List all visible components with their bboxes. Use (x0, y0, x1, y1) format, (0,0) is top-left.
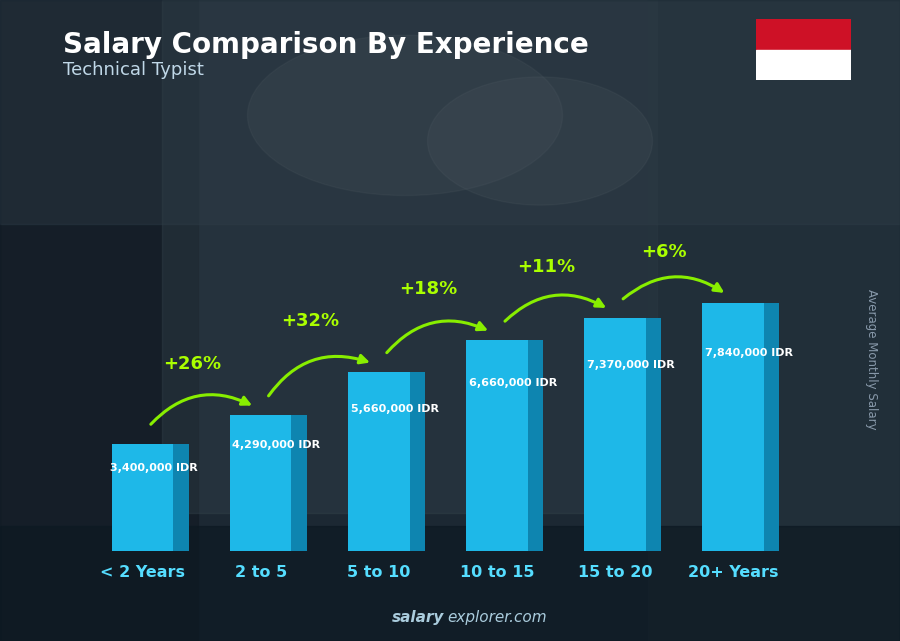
Bar (0, 526, 900, 641)
Bar (0, 0, 198, 641)
Polygon shape (527, 340, 543, 551)
Polygon shape (645, 318, 661, 551)
Text: 3,400,000 IDR: 3,400,000 IDR (110, 463, 197, 473)
Polygon shape (466, 340, 527, 551)
FancyArrowPatch shape (623, 277, 722, 299)
Text: 4,290,000 IDR: 4,290,000 IDR (232, 440, 320, 450)
Text: 7,840,000 IDR: 7,840,000 IDR (705, 348, 793, 358)
Bar (0, 0, 900, 224)
Polygon shape (410, 372, 425, 551)
Text: Salary Comparison By Experience: Salary Comparison By Experience (63, 31, 589, 59)
Polygon shape (348, 372, 410, 551)
Text: +18%: +18% (400, 280, 457, 298)
FancyArrowPatch shape (387, 321, 485, 353)
Polygon shape (292, 415, 307, 551)
Text: Average Monthly Salary: Average Monthly Salary (865, 288, 878, 429)
Text: 6,660,000 IDR: 6,660,000 IDR (469, 378, 557, 388)
Bar (756, 50, 850, 80)
Polygon shape (174, 444, 189, 551)
Bar (648, 0, 900, 641)
Text: +26%: +26% (163, 355, 221, 373)
FancyArrowPatch shape (505, 295, 603, 321)
Text: +11%: +11% (518, 258, 575, 276)
Text: Technical Typist: Technical Typist (63, 61, 204, 79)
Ellipse shape (428, 77, 652, 205)
Polygon shape (584, 318, 645, 551)
Text: 7,370,000 IDR: 7,370,000 IDR (587, 360, 674, 370)
Polygon shape (230, 415, 292, 551)
Text: explorer.com: explorer.com (447, 610, 547, 625)
Text: 5,660,000 IDR: 5,660,000 IDR (350, 404, 438, 414)
FancyArrowPatch shape (268, 355, 367, 396)
FancyArrowPatch shape (151, 395, 249, 424)
Polygon shape (763, 303, 778, 551)
Text: +32%: +32% (282, 312, 339, 330)
Polygon shape (702, 303, 763, 551)
Bar (756, 19, 850, 50)
Polygon shape (112, 444, 174, 551)
Ellipse shape (248, 35, 562, 196)
Text: +6%: +6% (642, 243, 688, 261)
Text: salary: salary (392, 610, 444, 625)
Bar (162, 0, 657, 513)
